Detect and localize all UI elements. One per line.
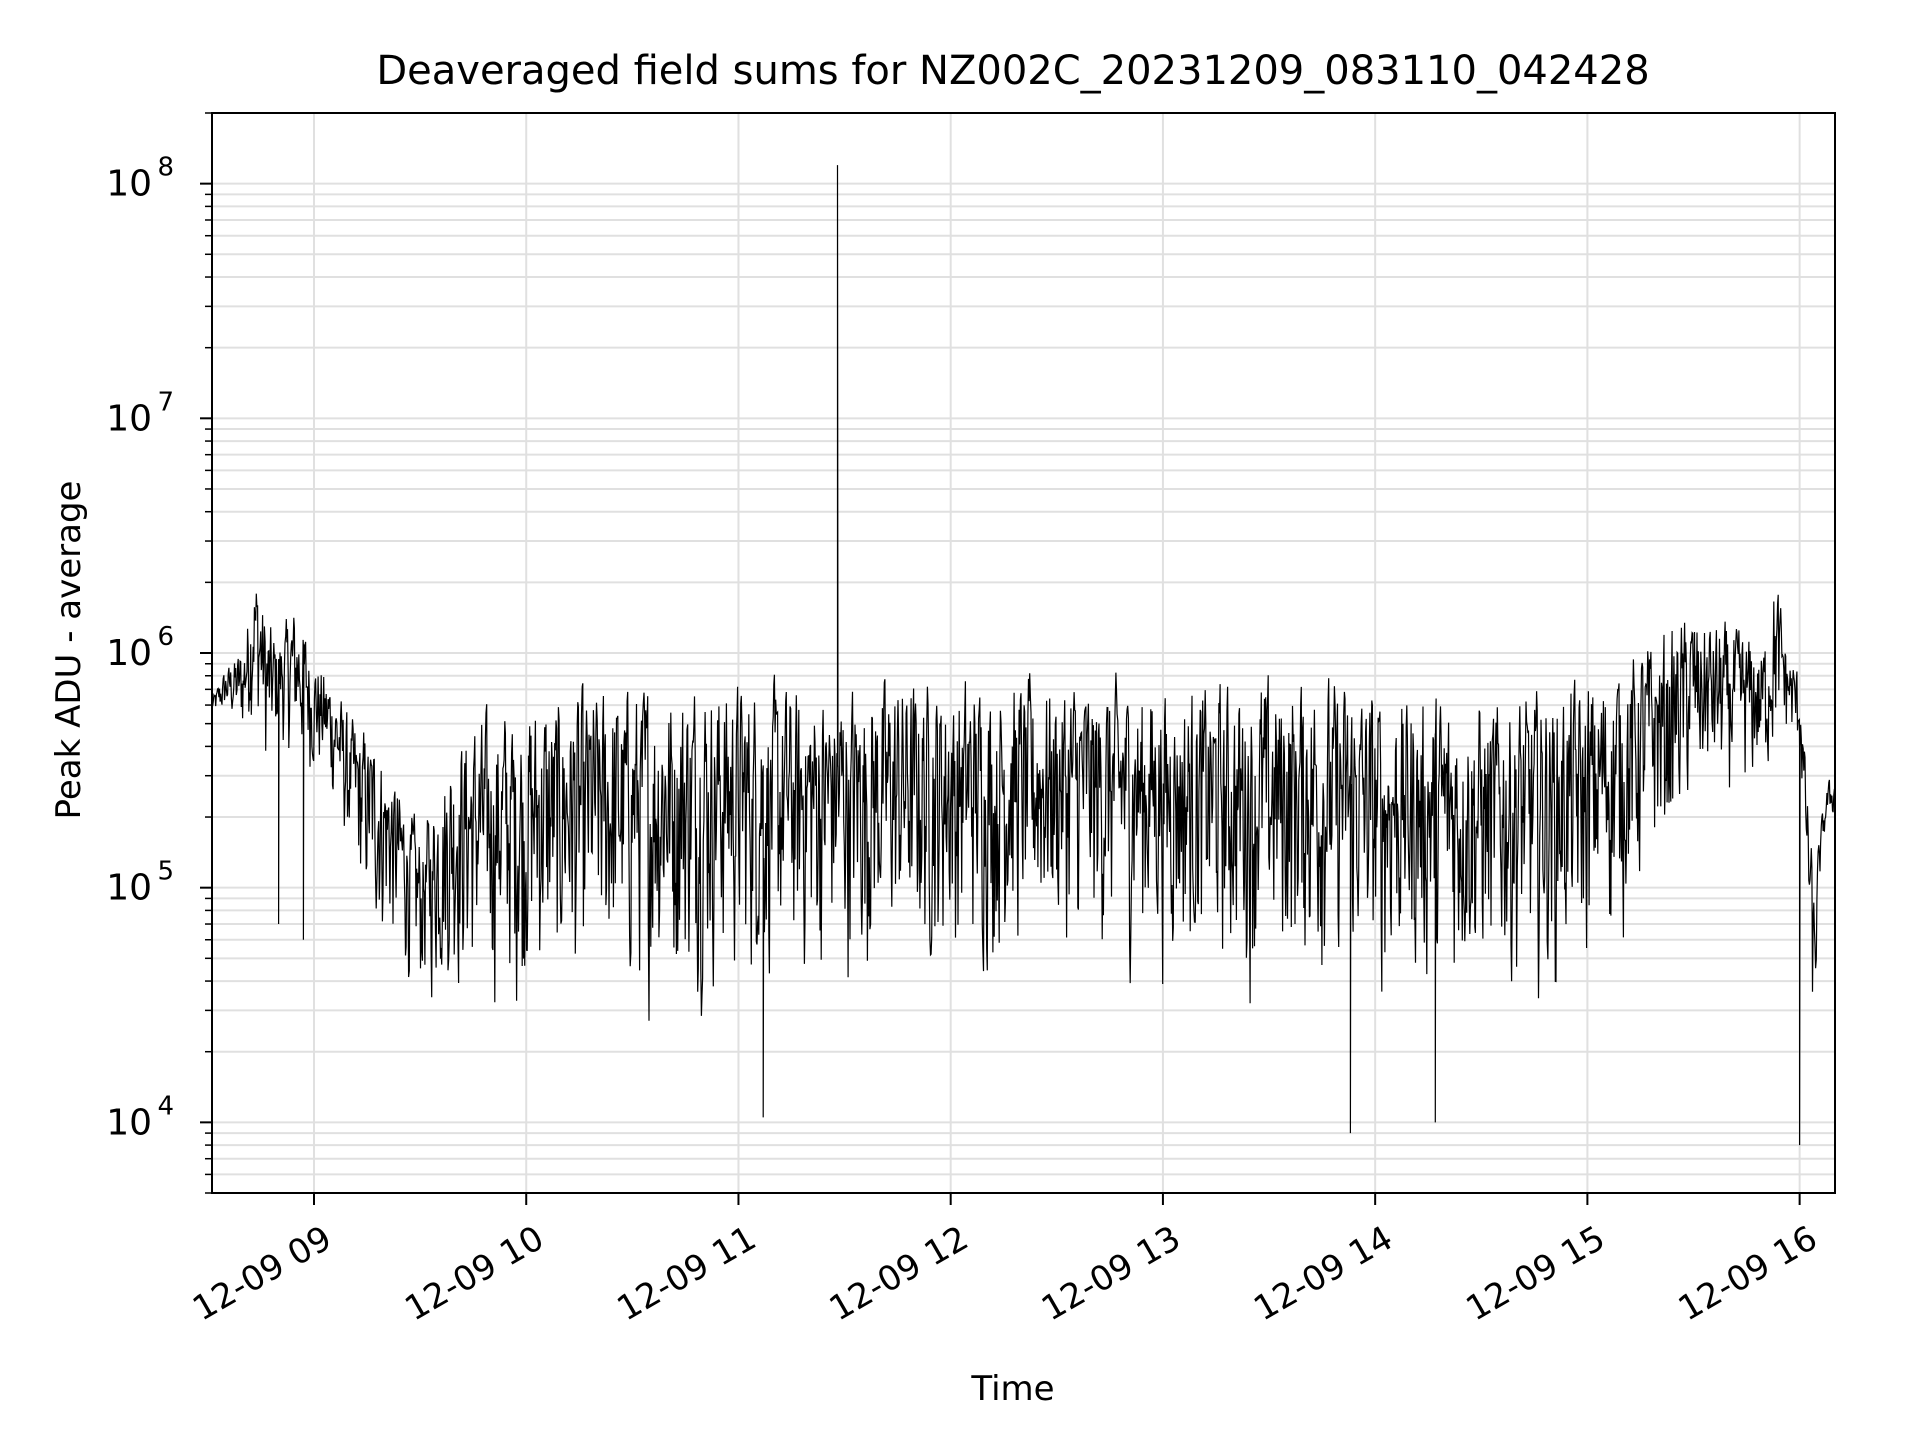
data-series: [211, 165, 1836, 1146]
y-tick-label: 10: [106, 1102, 152, 1143]
y-tick-label: 10: [106, 398, 152, 439]
y-axis-label: Peak ADU - average: [49, 481, 89, 820]
y-tick-exponent: 5: [157, 857, 174, 887]
y-tick-exponent: 4: [157, 1091, 174, 1121]
y-tick-exponent: 6: [157, 622, 174, 652]
grid: [212, 112, 1835, 1194]
y-tick-exponent: 8: [157, 153, 174, 183]
y-tick-label: 10: [106, 633, 152, 674]
y-tick-exponent: 7: [157, 387, 174, 417]
series-line: [211, 165, 1836, 1146]
chart-title: Deaveraged field sums for NZ002C_2023120…: [376, 48, 1649, 94]
y-tick-label: 10: [106, 868, 152, 909]
y-tick-label: 10: [106, 164, 152, 205]
x-axis-label: Time: [970, 1369, 1054, 1409]
